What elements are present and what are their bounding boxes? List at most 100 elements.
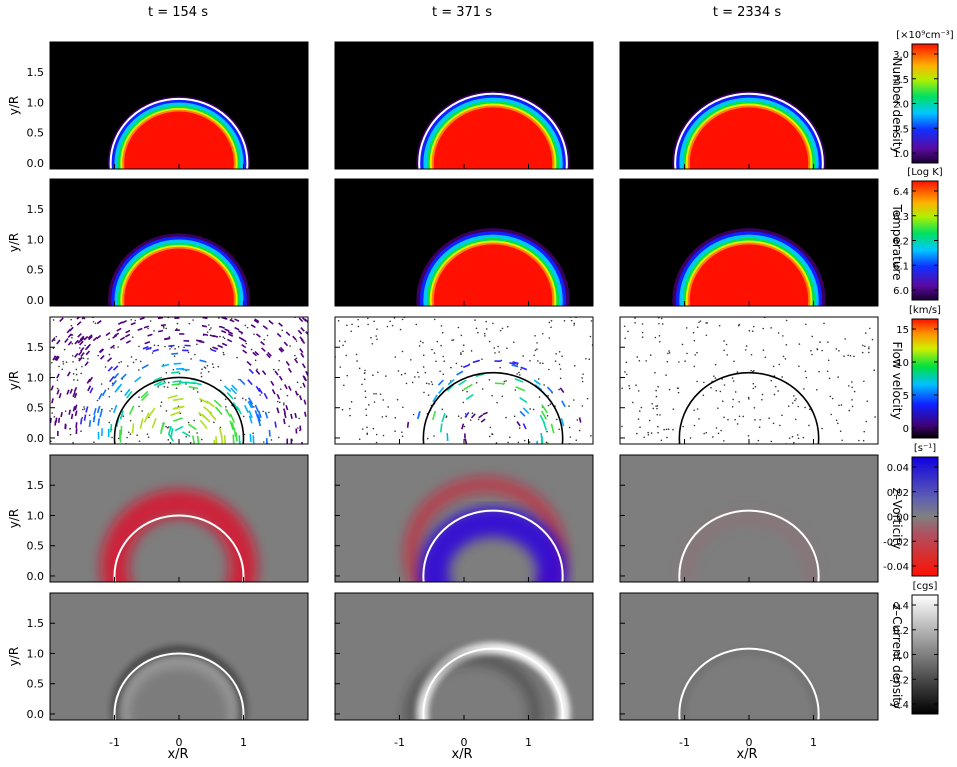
noise-dot [634, 321, 636, 324]
noise-dot [111, 407, 113, 410]
noise-dot [80, 430, 82, 432]
noise-dot [391, 324, 394, 327]
noise-dot [839, 430, 842, 433]
noise-dot [207, 370, 210, 373]
current-band [110, 645, 248, 720]
noise-dot [368, 404, 370, 406]
noise-dot [696, 326, 699, 328]
flow-arrow [78, 356, 83, 362]
colorbar-gradient [911, 43, 939, 164]
flow-arrow [170, 427, 174, 437]
flow-arrow [107, 357, 113, 363]
noise-dot [65, 361, 68, 363]
colorbar-temperature: 6.4 6.3 6.2 6.1 6.0 [Log K] Temperature [890, 167, 943, 301]
noise-dot [394, 417, 397, 419]
flow-arrow [242, 349, 248, 354]
flow-arrow [268, 320, 274, 325]
noise-dot [627, 330, 629, 333]
noise-dot [861, 351, 864, 354]
flow-arrow [229, 420, 234, 431]
flow-arrow [202, 333, 209, 337]
noise-dot [175, 387, 178, 390]
y-tick-label: 1.5 [27, 203, 45, 216]
noise-dot [748, 329, 751, 332]
noise-dot [219, 379, 222, 382]
colorbar-tick-label: 10 [896, 358, 909, 369]
noise-dot [58, 365, 60, 368]
noise-dot [53, 416, 56, 418]
noise-dot [389, 320, 391, 323]
noise-dot [723, 340, 725, 342]
noise-dot [93, 441, 95, 443]
noise-dot [457, 326, 460, 329]
colorbar-unit: [cgs] [913, 581, 938, 592]
noise-dot [714, 363, 717, 366]
panel-flow-3 [619, 316, 879, 445]
flow-arrow [304, 411, 307, 417]
colorbar-tick-label: 6.2 [893, 237, 909, 248]
noise-dot [538, 396, 541, 398]
noise-dot [373, 393, 375, 395]
column-title-2: t = 371 s [432, 5, 492, 20]
flow-arrow [255, 333, 261, 338]
noise-dot [658, 322, 660, 325]
flow-arrow [55, 417, 58, 423]
noise-dot [189, 441, 192, 444]
noise-dot [545, 441, 548, 444]
flow-arrow [276, 393, 281, 400]
noise-dot [804, 406, 806, 409]
noise-dot [206, 364, 209, 367]
flow-arrow [278, 375, 283, 381]
noise-dot [279, 388, 282, 390]
noise-dot [165, 425, 167, 428]
noise-dot [554, 360, 557, 362]
noise-dot [684, 360, 686, 362]
noise-dot [401, 318, 404, 321]
noise-dot [367, 323, 369, 326]
noise-dot [549, 403, 552, 406]
noise-dot [394, 430, 396, 433]
flow-arrow [77, 332, 82, 338]
flow-arrow [168, 433, 174, 442]
noise-dot [864, 345, 866, 348]
noise-dot [837, 376, 839, 378]
noise-dot [277, 400, 279, 403]
noise-dot [689, 437, 692, 439]
noise-dot [445, 415, 448, 417]
flow-arrow [284, 384, 288, 390]
noise-dot [573, 322, 576, 325]
noise-dot [263, 441, 265, 443]
noise-dot [496, 401, 498, 404]
flow-arrow [263, 392, 268, 400]
noise-dot [187, 421, 190, 424]
noise-dot [750, 353, 753, 356]
noise-dot [167, 439, 170, 441]
noise-dot [397, 370, 400, 372]
flow-arrow [145, 346, 152, 351]
flow-arrow [168, 344, 175, 348]
noise-dot [70, 324, 73, 327]
noise-dot [719, 390, 722, 393]
flow-arrow [144, 340, 151, 345]
flow-arrow [290, 413, 293, 419]
noise-dot [412, 413, 415, 416]
flow-arrow [112, 365, 119, 371]
noise-dot [366, 426, 368, 429]
flow-arrow [55, 356, 60, 362]
noise-dot [129, 419, 132, 422]
flow-arrow [297, 329, 303, 335]
noise-dot [87, 357, 89, 360]
noise-dot [64, 410, 67, 412]
noise-dot [52, 319, 55, 321]
flow-arrow [271, 388, 276, 395]
flow-arrow [268, 429, 271, 437]
noise-dot [382, 399, 384, 401]
noise-dot [581, 377, 583, 379]
y-tick-label: 1.0 [27, 96, 45, 109]
flow-arrow [232, 434, 235, 444]
flow-arrow [109, 376, 115, 383]
flow-arrow [247, 400, 253, 409]
flow-arrow [99, 409, 103, 418]
noise-dot [289, 345, 291, 347]
noise-dot [56, 387, 59, 390]
